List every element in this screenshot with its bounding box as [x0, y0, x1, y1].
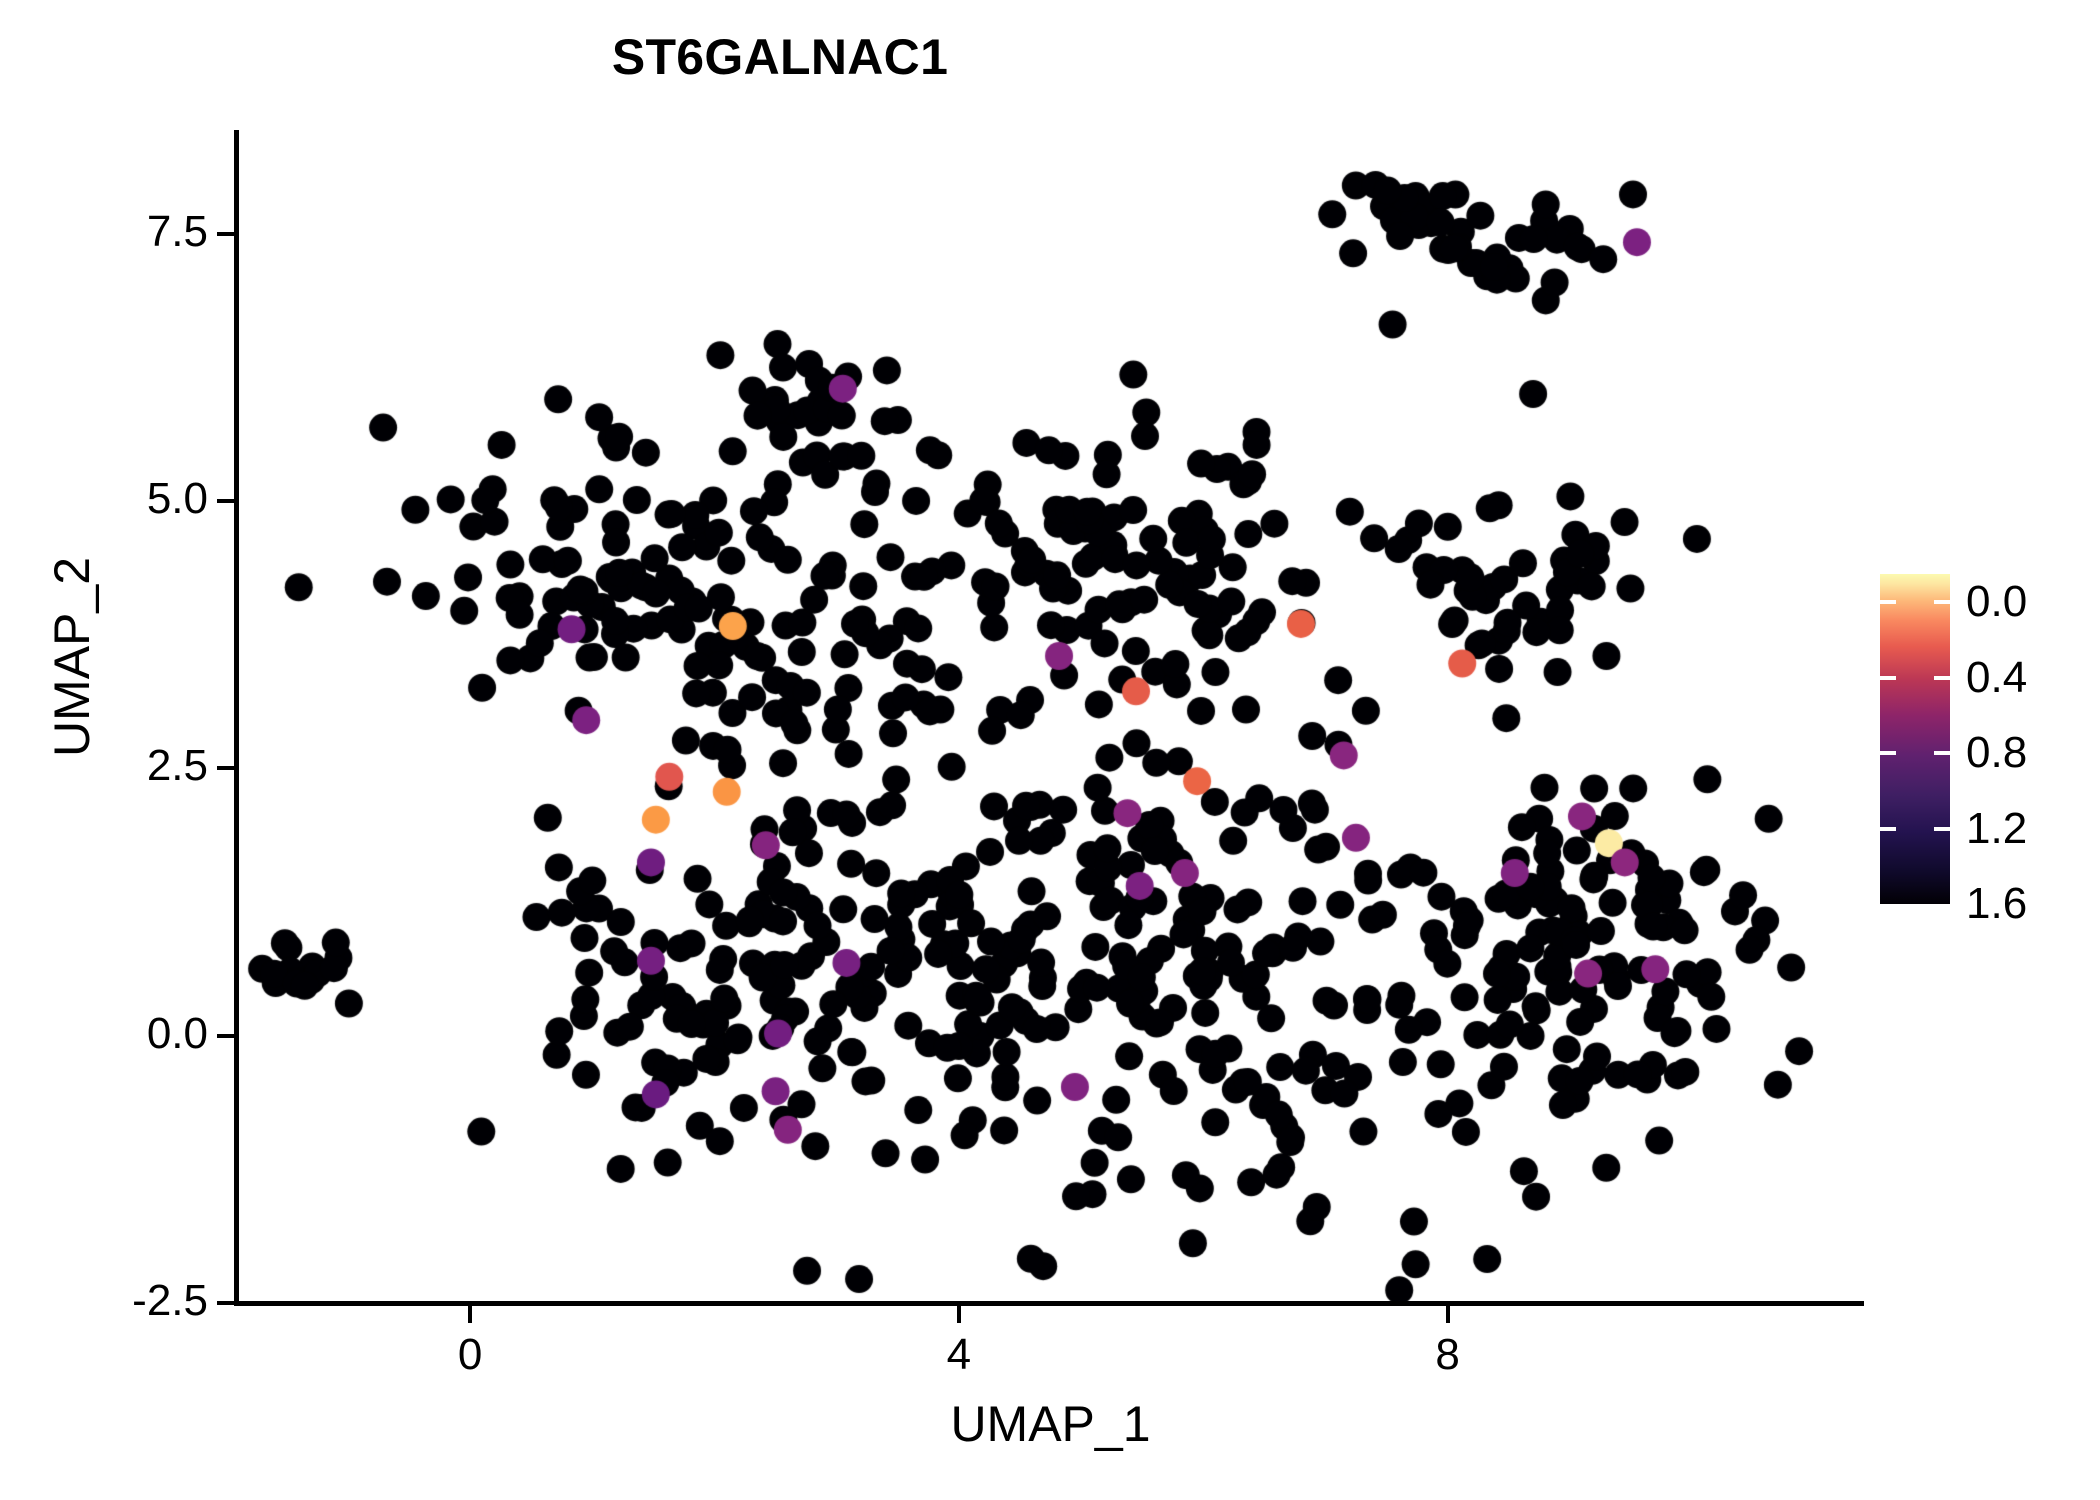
y-tick-mark [217, 498, 234, 503]
page-title: ST6GALNAC1 [611, 29, 949, 85]
y-tick-label: 2.5 [146, 741, 208, 791]
y-tick-label: 7.5 [146, 206, 208, 256]
colorbar-tick-mark [1880, 675, 1896, 680]
colorbar-tick-label: 1.6 [1966, 879, 2028, 928]
colorbar-tick-mark [1934, 751, 1950, 756]
colorbar-tick-label: 1.2 [1966, 803, 2028, 853]
colorbar-tick-mark [1880, 826, 1896, 831]
colorbar-tick-label: 0.0 [1966, 577, 2028, 627]
colorbar-tick-mark [1880, 751, 1896, 756]
x-axis-line [234, 1301, 1864, 1306]
colorbar-tick-label: 0.4 [1966, 652, 2028, 702]
colorbar-tick-mark [1934, 600, 1950, 605]
y-tick-mark [217, 1301, 234, 1305]
y-tick-label: 0.0 [146, 1008, 208, 1058]
x-tick-label: 4 [946, 1330, 972, 1379]
x-tick-label: 8 [1435, 1330, 1460, 1379]
y-tick-label: -2.5 [132, 1276, 208, 1325]
y-tick-label: 5.0 [146, 473, 208, 523]
y-axis-title: UMAP_2 [44, 556, 100, 758]
x-axis-title: UMAP_1 [950, 1396, 1151, 1452]
colorbar-tick-mark [1934, 675, 1950, 680]
x-tick-mark [1445, 1306, 1450, 1323]
y-tick-mark [217, 231, 234, 236]
colorbar-gradient [1880, 574, 1950, 904]
x-tick-mark [956, 1306, 961, 1323]
y-tick-mark [217, 766, 234, 771]
colorbar-tick-label: 0.8 [1966, 728, 2028, 778]
colorbar-tick-mark [1934, 826, 1950, 831]
colorbar-legend: 1.6 1.2 0.8 0.4 0.0 [1880, 574, 2080, 926]
scatter-canvas [238, 132, 1863, 1303]
y-tick-mark [217, 1033, 234, 1038]
plot-panel [238, 132, 1863, 1303]
x-tick-mark [468, 1306, 473, 1323]
x-tick-label: 0 [457, 1330, 483, 1379]
y-axis-line [234, 130, 239, 1306]
colorbar-tick-mark [1880, 600, 1896, 605]
